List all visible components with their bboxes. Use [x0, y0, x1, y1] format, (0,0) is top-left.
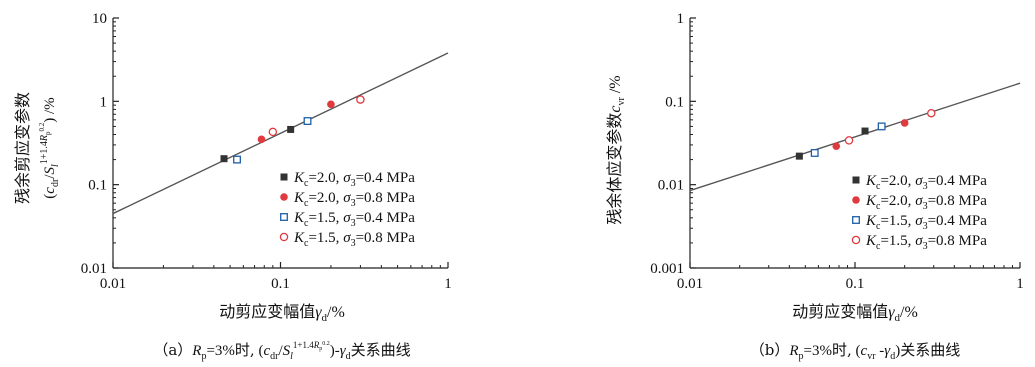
y-tick-label: 0.1: [665, 94, 684, 110]
data-point: [795, 152, 803, 160]
legend-marker: [280, 193, 288, 201]
y-tick-label: 0.1: [88, 178, 107, 194]
chart-b-points: [795, 108, 936, 160]
data-point: [900, 119, 909, 127]
x-tick-label: 0.1: [846, 276, 865, 292]
legend-marker: [279, 232, 289, 242]
chart-a-ylabel: 残余剪应变参数: [13, 92, 32, 204]
legend-marker: [851, 235, 861, 245]
legend-marker: [852, 176, 860, 184]
y-tick-label: 1: [100, 94, 108, 110]
data-point: [356, 95, 365, 104]
chart-a-xlabel: 动剪应变幅值γd/%: [219, 302, 345, 324]
legend-marker: [280, 173, 288, 181]
data-point: [268, 127, 278, 137]
data-point: [810, 149, 819, 157]
data-point: [844, 136, 854, 145]
legend-entry: Kc=1.5, σ3=0.8 MPa: [293, 230, 415, 249]
x-tick-label: 0.1: [271, 276, 290, 292]
chart-b-fit-line: [689, 82, 1021, 192]
legend-entry: Kc=1.5, σ3=0.8 MPa: [865, 233, 987, 252]
data-point: [220, 155, 228, 163]
data-point: [233, 155, 241, 164]
legend-entry: Kc=2.0, σ3=0.8 MPa: [293, 190, 415, 209]
data-point: [327, 100, 335, 109]
x-tick-label: 0.01: [100, 276, 126, 292]
y-tick-label: 1: [677, 11, 685, 27]
chart-a-ylabel-formula: (cdr/Sl1+1.4Rp0.2) /%: [38, 97, 61, 198]
legend-entry: Kc=1.5, σ3=0.4 MPa: [293, 210, 415, 229]
data-point: [832, 142, 841, 150]
chart-b-title: （b）Rp=3%时, (cvr -γd)关系曲线: [750, 341, 960, 362]
data-point: [303, 117, 312, 125]
chart-b-xlabel: 动剪应变幅值γd/%: [792, 302, 918, 324]
chart-a-ticks: [112, 17, 449, 269]
chart-a-points: [220, 95, 365, 164]
legend-marker: [280, 213, 288, 221]
data-point: [287, 125, 295, 133]
x-tick-label: 1: [1016, 276, 1024, 292]
chart-a-fit-line: [112, 52, 449, 215]
chart-b-ylabel: 残余体应变参数cvr /%: [605, 75, 627, 224]
data-point: [927, 108, 936, 118]
y-tick-label: 0.001: [650, 261, 684, 277]
y-tick-label: 10: [92, 11, 107, 27]
x-tick-label: 0.01: [677, 276, 703, 292]
chart-a-tick-labels: 0.01 0.1 1 0.01 0.1 1 10: [81, 11, 452, 292]
y-tick-label: 0.01: [81, 261, 107, 277]
chart-b-ticks: [689, 17, 1021, 269]
data-point: [877, 122, 886, 131]
legend-entry: Kc=1.5, σ3=0.4 MPa: [865, 213, 987, 232]
legend-entry: Kc=2.0, σ3=0.4 MPa: [293, 170, 415, 189]
chart-a-title: （a）Rp=3%时, (cdr/Sl1+1.4Rp0.2)-γd关系曲线: [153, 340, 410, 362]
x-tick-label: 1: [444, 276, 452, 292]
legend-entry: Kc=2.0, σ3=0.4 MPa: [865, 173, 987, 192]
y-tick-label: 0.01: [658, 178, 684, 194]
legend-entry: Kc=2.0, σ3=0.8 MPa: [865, 193, 987, 212]
legend-marker: [852, 216, 860, 224]
data-point: [861, 127, 869, 135]
data-point: [257, 135, 266, 144]
legend-marker: [852, 196, 860, 204]
